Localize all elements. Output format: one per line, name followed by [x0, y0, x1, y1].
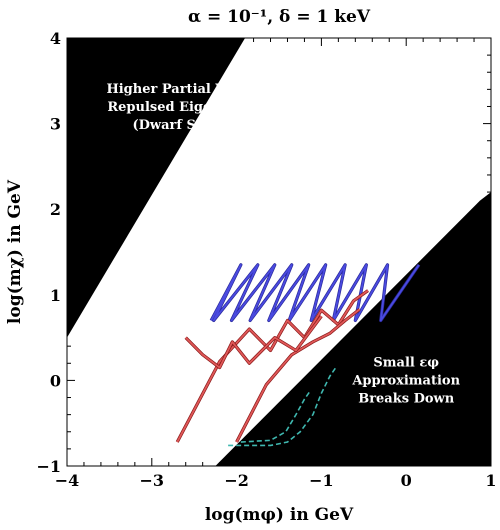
- region-labels: Higher Partial Waves, Repulsed Eigenstate…: [106, 82, 460, 407]
- excluded-regions: [67, 38, 491, 466]
- series-group: [175, 263, 421, 447]
- y-tick-label: 3: [50, 115, 61, 134]
- x-tick-label: 0: [401, 471, 412, 490]
- region-label-line: (Dwarf Scales): [133, 118, 239, 133]
- series-line-2: [235, 308, 361, 443]
- region-label-line: Breaks Down: [358, 392, 455, 407]
- x-tick-label: 1: [485, 471, 496, 490]
- series-line-3: [185, 315, 323, 369]
- series-outline-0: [209, 263, 421, 323]
- y-tick-label: 2: [50, 200, 61, 219]
- y-tick-label: 1: [50, 286, 61, 305]
- y-axis-label: log(mχ) in GeV: [5, 179, 25, 324]
- y-tick-label: 4: [50, 29, 61, 48]
- region-label-line: Higher Partial Waves,: [106, 82, 265, 97]
- region-label-line: Small εφ: [373, 356, 439, 371]
- region-label-upper-left-excluded: Higher Partial Waves, Repulsed Eigenstate…: [106, 82, 265, 133]
- plot-frame: [66, 37, 492, 467]
- x-tick-label: −3: [140, 471, 165, 490]
- series-line-4: [228, 367, 337, 447]
- x-tick-label: −2: [224, 471, 249, 490]
- x-axis-label: log(mφ) in GeV: [205, 505, 354, 525]
- region-label-lower-right-excluded: Small εφ Approximation Breaks Down: [351, 356, 460, 407]
- axis-ticks: −4 −3 −2 −1 0 1 −1 0 1 2 3 4: [36, 29, 496, 490]
- y-tick-label: −1: [36, 457, 61, 476]
- region-upper-left-excluded: [67, 38, 246, 338]
- series-line-5: [240, 390, 312, 443]
- x-tick-label: −4: [55, 471, 80, 490]
- x-tick-label: −1: [309, 471, 334, 490]
- region-label-line: Repulsed Eigenstates: [107, 100, 264, 115]
- chart-title: α = 10⁻¹, δ = 1 keV: [188, 7, 371, 27]
- y-tick-label: 0: [50, 371, 61, 390]
- region-lower-right-excluded: [215, 192, 491, 466]
- region-label-line: Approximation: [351, 374, 460, 389]
